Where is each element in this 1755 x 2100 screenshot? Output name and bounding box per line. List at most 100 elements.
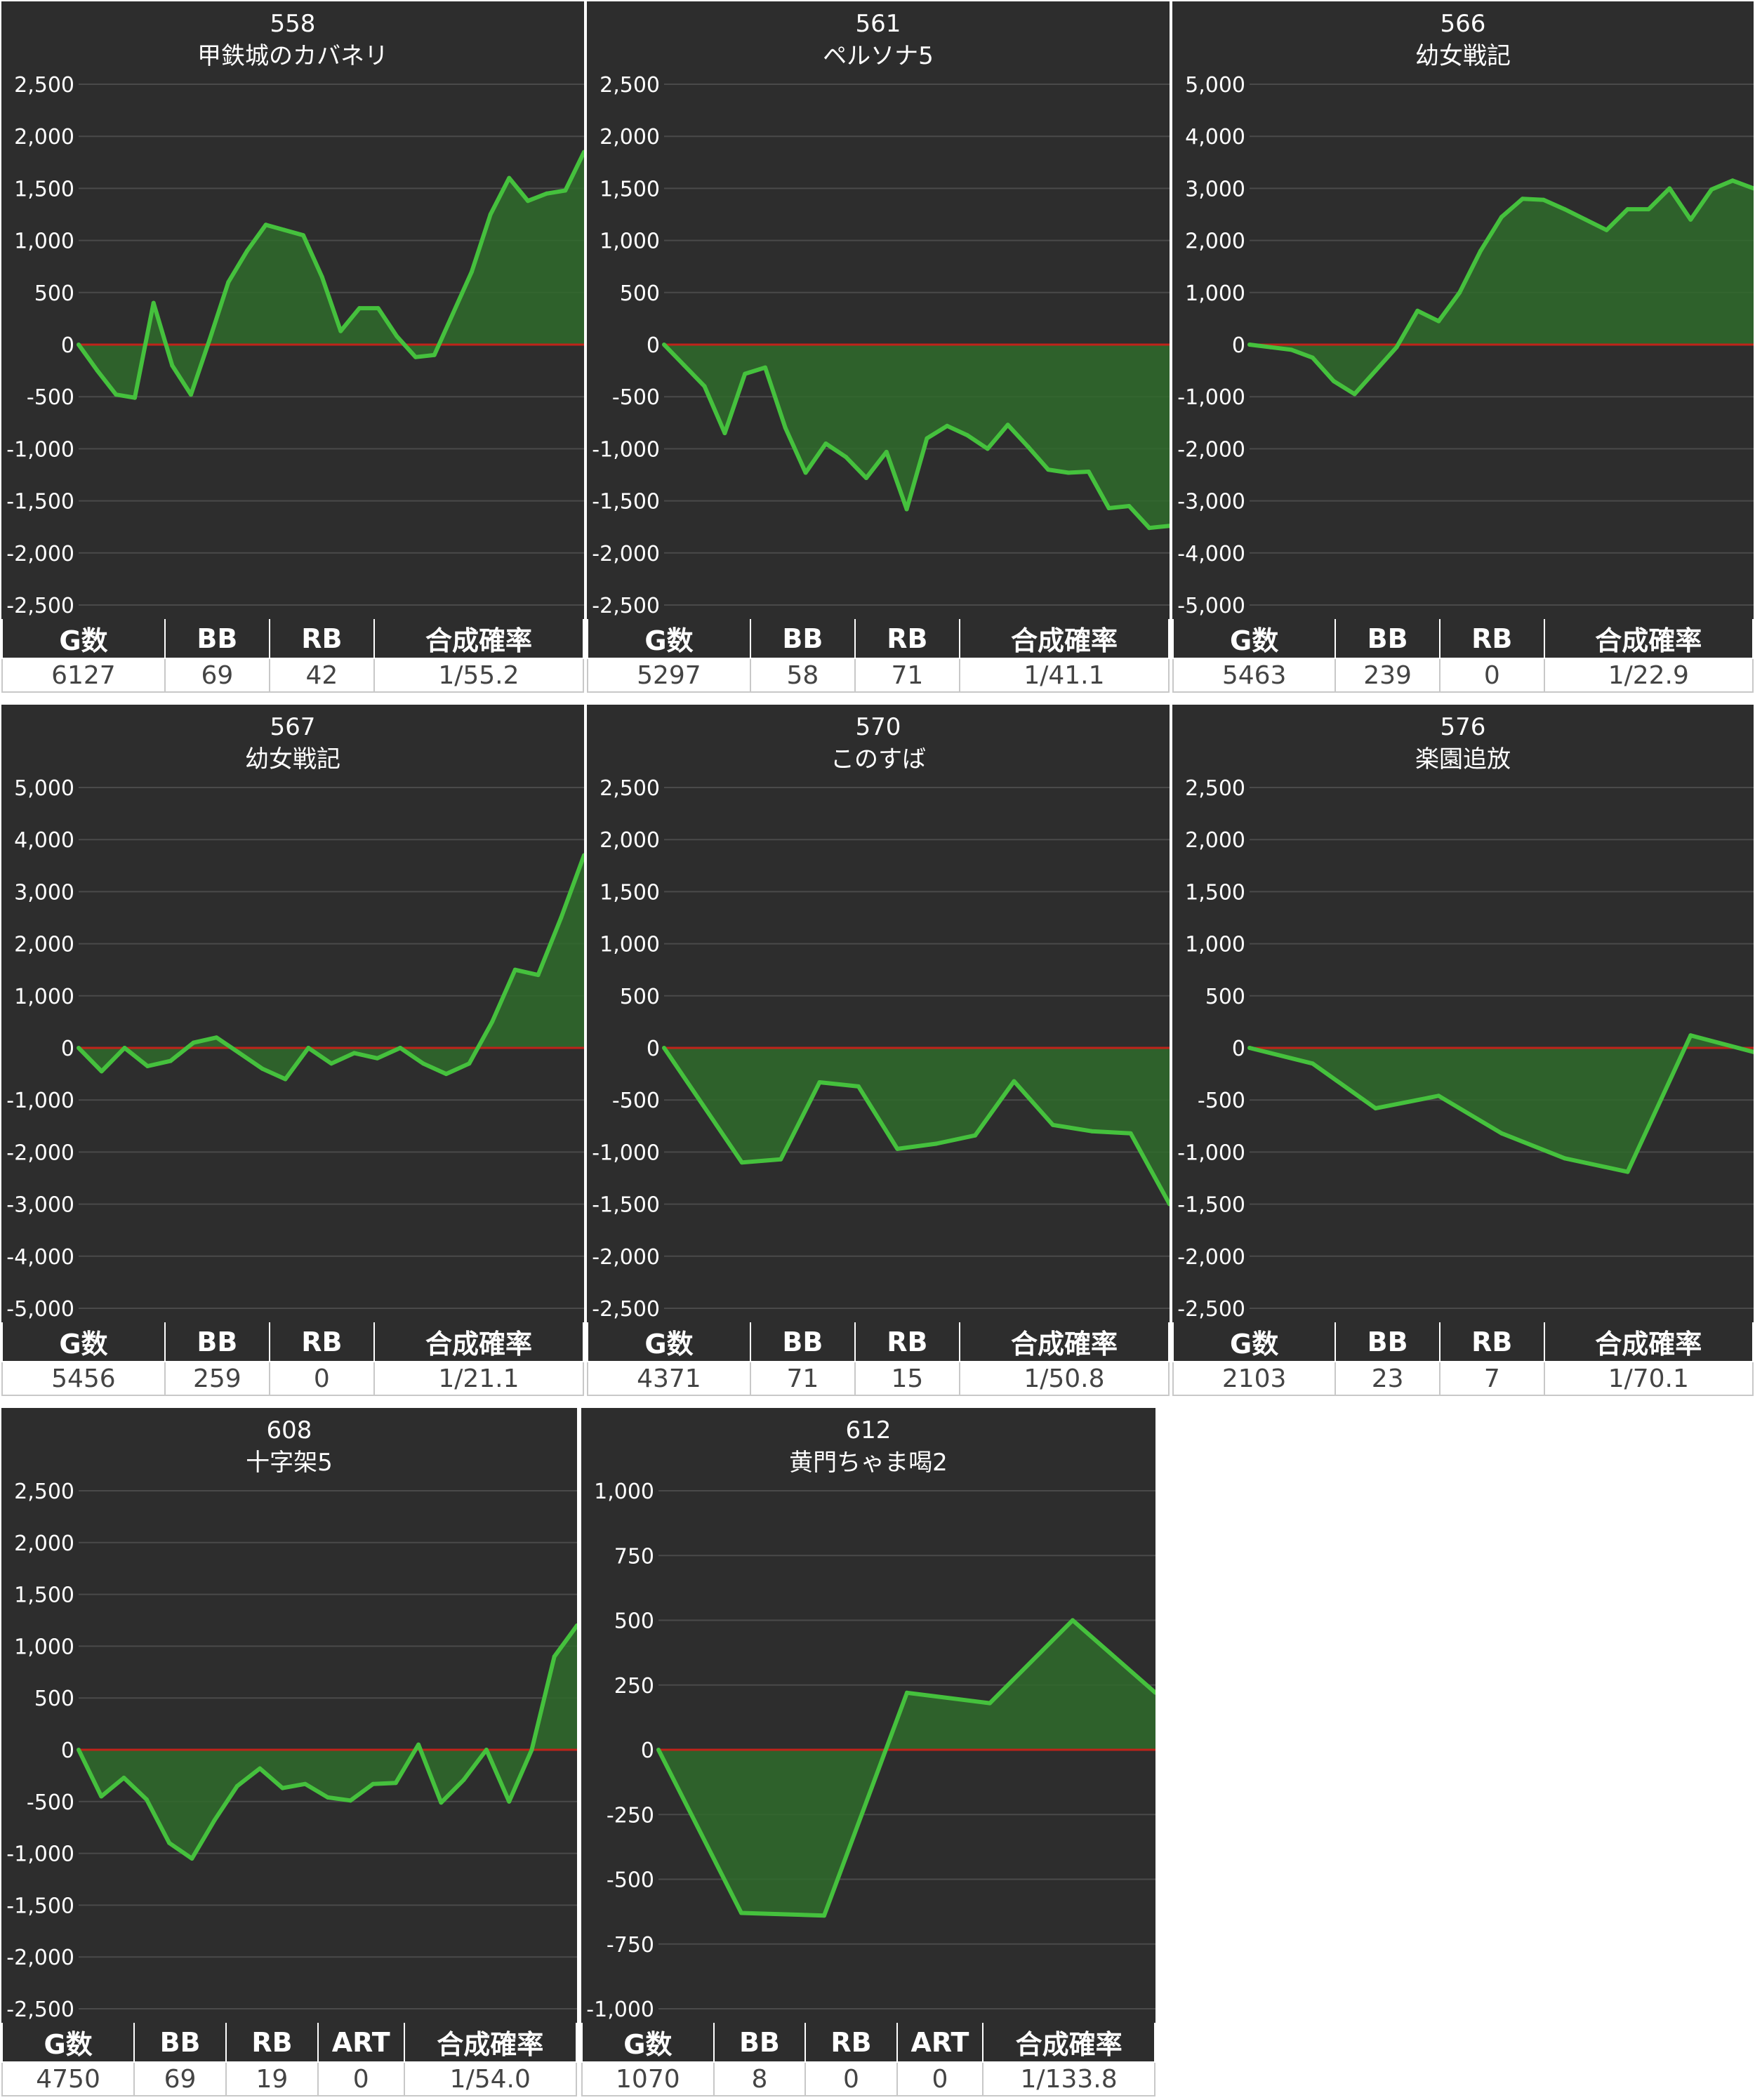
- header-rb: RB: [854, 619, 960, 659]
- header-games: G数: [1, 1322, 166, 1362]
- y-tick-label: -1,000: [1177, 385, 1245, 410]
- y-tick-label: 0: [1232, 333, 1245, 358]
- y-tick-label: -1,500: [592, 490, 660, 514]
- y-tick-label: -1,500: [592, 1193, 660, 1218]
- header-bb: BB: [749, 1322, 856, 1362]
- area-fill: [79, 855, 584, 1079]
- y-tick-label: 2,500: [14, 73, 74, 98]
- stats-header-row: G数 BB RB 合成確率: [1, 1322, 585, 1362]
- y-tick-label: -2,000: [6, 1946, 74, 1970]
- value-probability: 1/50.8: [958, 1361, 1170, 1396]
- y-tick-label: -1,000: [6, 437, 74, 462]
- y-tick-label: 2,000: [1185, 230, 1245, 254]
- value-bb: 8: [713, 2061, 807, 2096]
- data-point: [529, 1748, 534, 1752]
- data-point: [559, 915, 564, 920]
- data-point: [490, 1019, 495, 1024]
- y-tick-label: 2,000: [600, 828, 660, 853]
- data-point: [326, 1795, 330, 1800]
- header-art: ART: [896, 2023, 984, 2063]
- data-point: [662, 1046, 666, 1050]
- data-point: [306, 1046, 311, 1050]
- area-fill: [1250, 180, 1754, 394]
- header-games: G数: [587, 1322, 751, 1362]
- data-point: [432, 352, 437, 357]
- data-point: [375, 1056, 380, 1061]
- y-tick-label: -1,500: [6, 490, 74, 514]
- data-point: [1066, 470, 1071, 475]
- data-point: [526, 199, 530, 204]
- data-point: [1005, 423, 1010, 427]
- value-probability: 1/54.0: [403, 2061, 578, 2096]
- y-tick-label: 1,000: [1185, 281, 1245, 306]
- data-point: [357, 306, 362, 311]
- data-point: [682, 363, 687, 368]
- data-point: [1050, 1122, 1055, 1127]
- data-point: [1751, 1049, 1754, 1054]
- y-tick-label: 500: [620, 985, 660, 1009]
- value-probability: 1/55.2: [373, 658, 585, 693]
- data-point: [145, 1064, 150, 1068]
- stats-value-row: 5463 239 0 1/22.9: [1172, 658, 1754, 693]
- chart-area: 567 幼女戦記 5,000 4,000 3,000 2,000 1,000 0 -1,00…: [1, 705, 584, 1322]
- machine-number: 576: [1440, 713, 1486, 741]
- value-games: 5463: [1172, 658, 1337, 693]
- y-tick-label: 1,000: [600, 933, 660, 957]
- area-fill: [658, 1620, 1155, 1916]
- data-point: [1247, 1046, 1252, 1050]
- data-point: [1520, 197, 1525, 201]
- data-point: [467, 1061, 472, 1066]
- data-point: [507, 175, 512, 180]
- line-chart: 5,000 4,000 3,000 2,000 1,000 0 -1,000 -2,000 -3…: [6, 776, 584, 1322]
- series-line: [662, 1046, 1170, 1206]
- data-point: [329, 1061, 333, 1066]
- header-bb: BB: [749, 619, 856, 659]
- line-chart: 2,500 2,000 1,500 1,000 500 0 -500 -1,000 -1,500…: [1177, 776, 1754, 1322]
- value-rb: 0: [1438, 658, 1545, 693]
- data-point: [1247, 343, 1252, 347]
- data-point: [121, 1775, 126, 1780]
- value-probability: 1/70.1: [1543, 1361, 1754, 1396]
- y-tick-label: 1,500: [1185, 880, 1245, 905]
- data-point: [662, 343, 666, 347]
- value-art: 0: [896, 2061, 984, 2096]
- chart-panel-608: 608 十字架5 2,500 2,000 1,500 1,000 500 0 -500 -1,…: [1, 1408, 578, 2097]
- data-point: [763, 365, 767, 370]
- data-point: [1128, 1131, 1133, 1136]
- data-point: [1090, 1129, 1094, 1134]
- data-point: [95, 368, 100, 373]
- chart-area: 576 楽園追放 2,500 2,000 1,500 1,000 500 0 -500 -1,…: [1172, 705, 1754, 1322]
- data-point: [582, 853, 584, 858]
- value-probability: 1/133.8: [982, 2061, 1155, 2096]
- header-bb: BB: [164, 619, 270, 659]
- y-tick-label: 1,000: [1185, 933, 1245, 957]
- data-point: [99, 1794, 104, 1799]
- stats-header-row: G数 BB RB 合成確率: [1, 619, 585, 659]
- data-point: [988, 1701, 992, 1706]
- data-point: [258, 1766, 263, 1771]
- data-point: [245, 248, 249, 253]
- value-rb: 15: [854, 1361, 960, 1396]
- header-probability: 合成確率: [403, 2023, 578, 2063]
- data-point: [1167, 1202, 1170, 1207]
- header-games: G数: [1, 2023, 135, 2063]
- y-tick-label: 0: [1232, 1037, 1245, 1061]
- y-tick-label: 500: [1205, 985, 1245, 1009]
- y-tick-label: 2,000: [1185, 828, 1245, 853]
- y-tick-label: -2,500: [592, 594, 660, 618]
- value-games: 1070: [581, 2061, 715, 2096]
- y-tick-label: -500: [607, 1868, 654, 1893]
- data-point: [376, 306, 380, 311]
- data-point: [439, 1800, 444, 1805]
- data-point: [1604, 227, 1609, 232]
- data-point: [1153, 1690, 1155, 1695]
- data-point: [207, 337, 212, 342]
- y-tick-label: -250: [607, 1803, 654, 1828]
- y-tick-label: 250: [614, 1674, 654, 1699]
- y-tick-label: -500: [27, 385, 74, 410]
- data-point: [352, 1051, 357, 1056]
- data-point: [536, 973, 541, 978]
- data-point: [856, 1084, 861, 1089]
- data-point: [575, 1623, 577, 1628]
- data-point: [263, 222, 268, 227]
